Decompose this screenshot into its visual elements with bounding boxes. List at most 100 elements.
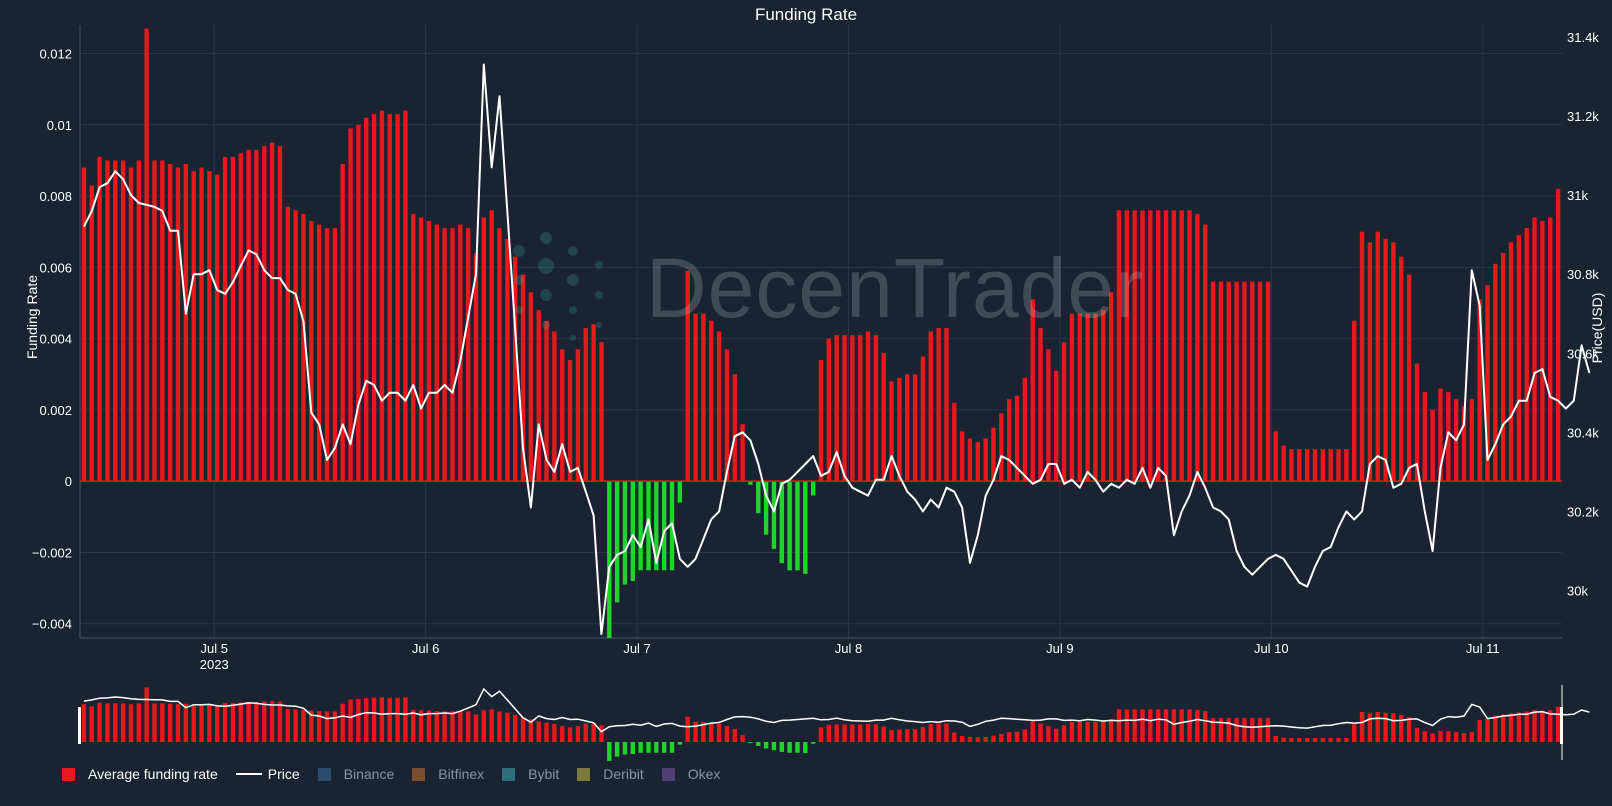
legend-item[interactable]: Okex	[661, 766, 720, 782]
slider-bar	[340, 703, 345, 742]
legend-square-swatch	[577, 767, 591, 781]
slider-bar	[1320, 738, 1326, 742]
slider-bar	[191, 704, 196, 742]
funding-bar	[740, 424, 745, 482]
range-slider[interactable]	[78, 685, 1590, 761]
slider-bar	[222, 702, 228, 742]
slider-bar	[795, 742, 800, 753]
slider-bar	[418, 710, 424, 742]
funding-bar	[340, 163, 345, 482]
slider-bar	[575, 726, 581, 742]
slider-bar	[293, 709, 298, 742]
funding-bar	[1367, 242, 1373, 482]
price-series-line	[83, 63, 1591, 635]
slider-bar	[638, 742, 643, 753]
slider-bar	[748, 742, 753, 743]
slider-bar	[269, 701, 275, 742]
slider-bar	[450, 711, 455, 742]
legend-label: Deribit	[603, 766, 644, 782]
slider-bar	[920, 726, 926, 742]
slider-bar	[1242, 717, 1247, 742]
watermark-text: DecenTrader	[646, 241, 1145, 335]
slider-bar	[1250, 717, 1255, 742]
funding-bar	[1500, 253, 1506, 482]
slider-bar	[348, 699, 353, 742]
legend-item[interactable]: Binance	[317, 766, 394, 782]
slider-bar	[1336, 738, 1341, 742]
y-tick-label: −0.002	[32, 545, 72, 560]
x-tick-label: Jul 7	[623, 641, 650, 656]
slider-bar	[1203, 711, 1208, 742]
slider-bar	[1555, 706, 1561, 742]
funding-bar	[771, 481, 777, 549]
funding-bar	[1461, 406, 1467, 482]
funding-bar	[614, 481, 620, 603]
slider-bar	[1453, 732, 1459, 742]
x-tick-sublabel: 2023	[200, 657, 229, 672]
legend-item[interactable]: Bitfinex	[412, 766, 484, 782]
slider-bar	[991, 735, 996, 742]
slider-bar	[1430, 733, 1435, 742]
legend-square-swatch	[62, 767, 75, 781]
y2-tick-label: 30.6k	[1567, 346, 1599, 361]
funding-bar	[512, 256, 518, 482]
funding-bar	[787, 481, 792, 571]
slider-bar	[207, 704, 212, 742]
slider-bar	[1093, 721, 1098, 742]
slider-bar	[1006, 732, 1012, 742]
slider-bar	[607, 742, 612, 761]
slider-bar	[403, 697, 408, 742]
slider-bar	[1163, 709, 1169, 742]
funding-bar	[1359, 231, 1365, 482]
slider-bar	[771, 742, 777, 751]
funding-bar	[1320, 449, 1326, 482]
funding-bar	[1273, 431, 1278, 482]
funding-bar	[1014, 395, 1020, 482]
legend-item[interactable]: Average funding rate	[62, 766, 218, 782]
funding-bar	[426, 221, 432, 482]
funding-bar	[654, 481, 659, 571]
slider-bar	[975, 737, 981, 742]
funding-bar	[105, 160, 110, 482]
funding-bar	[826, 338, 832, 482]
funding-bar	[858, 335, 863, 482]
y-tick-label: 0.006	[39, 260, 72, 275]
funding-bar	[1069, 313, 1075, 482]
funding-bar	[120, 160, 126, 482]
funding-bar	[387, 114, 392, 482]
slider-bar	[309, 710, 314, 742]
slider-bar	[1116, 709, 1122, 742]
funding-bar	[881, 352, 886, 482]
slider-bar	[371, 697, 377, 742]
slider-bar	[411, 709, 416, 742]
slider-bar	[536, 721, 541, 742]
slider-bar	[677, 742, 683, 745]
legend-item[interactable]: Price	[235, 766, 300, 782]
slider-bar	[1548, 710, 1553, 742]
funding-bar	[136, 160, 142, 482]
slider-bar	[724, 726, 730, 742]
legend-item[interactable]: Bybit	[502, 766, 559, 782]
slider-bar	[1469, 732, 1475, 742]
slider-bar	[434, 711, 439, 742]
funding-bar	[1469, 399, 1475, 482]
slider-bar	[999, 733, 1004, 742]
y2-axis-label: Price(USD)	[1589, 293, 1605, 364]
legend-square-swatch	[412, 767, 426, 781]
slider-bar	[709, 722, 714, 742]
funding-bar	[552, 331, 557, 482]
y-tick-label: 0	[65, 474, 72, 489]
funding-bar	[583, 327, 588, 482]
slider-bar	[583, 723, 588, 742]
funding-bar	[1250, 281, 1255, 482]
slider-bar	[285, 708, 290, 742]
funding-bar	[936, 327, 941, 482]
funding-bar	[1148, 210, 1153, 482]
funding-bar	[1101, 310, 1106, 482]
legend-label: Bybit	[528, 766, 560, 782]
watermark: DecenTrader	[496, 228, 1143, 348]
slider-bar	[1022, 729, 1028, 742]
funding-bar	[1006, 399, 1012, 482]
legend-item[interactable]: Deribit	[577, 766, 644, 782]
